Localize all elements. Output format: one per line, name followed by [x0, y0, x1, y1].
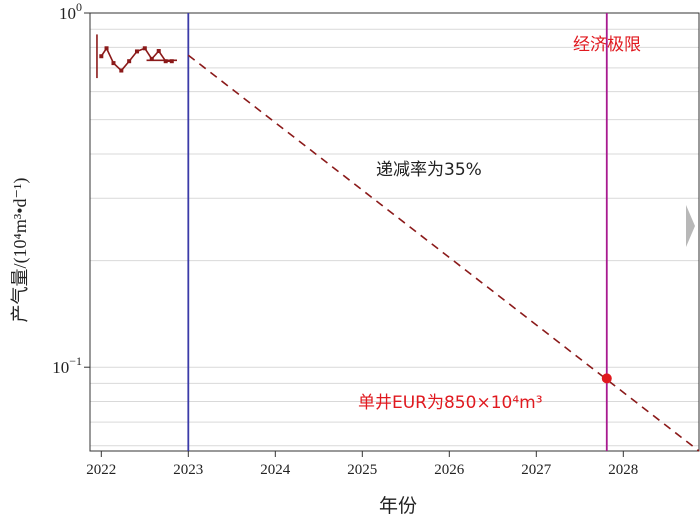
x-tick-label: 2024 [260, 462, 291, 478]
x-tick-label: 2025 [347, 462, 377, 478]
history-point [104, 46, 109, 51]
x-tick-label: 2026 [434, 462, 465, 478]
history-point [149, 56, 154, 61]
series-layer [96, 34, 700, 452]
history-point [156, 49, 161, 54]
history-point [163, 59, 168, 64]
eur-annotation: 单井EUR为850×10⁴m³ [358, 393, 543, 413]
x-tick-label: 2022 [86, 462, 116, 478]
forecast-line [187, 54, 700, 452]
history-point [127, 59, 132, 64]
x-axis-ticks: 2022 2023 2024 2025 2026 2027 2028 [86, 451, 638, 478]
y-tick-label: 10−1 [52, 354, 82, 377]
economic-limit-marker [601, 373, 612, 384]
history-point [99, 54, 104, 59]
history-point [134, 49, 139, 54]
history-point [111, 61, 116, 66]
y-axis-label: 产气量/(10⁴m³•d⁻¹) [10, 178, 31, 323]
x-axis-label: 年份 [379, 495, 417, 517]
history-point [169, 59, 174, 64]
decline-annotation: 递减率为35% [376, 160, 482, 180]
y-axis-ticks: 100 10−1 [52, 0, 90, 377]
history-point [119, 68, 124, 73]
x-tick-label: 2028 [608, 462, 638, 478]
vertical-lines [187, 13, 608, 451]
scroll-right-icon[interactable] [686, 205, 695, 247]
x-tick-label: 2023 [173, 462, 203, 478]
x-tick-label: 2027 [521, 462, 552, 478]
history-point [142, 46, 147, 51]
y-tick-label: 100 [59, 0, 82, 23]
economic-limit-label: 经济极限 [573, 35, 641, 55]
plot-frame [89, 12, 700, 452]
